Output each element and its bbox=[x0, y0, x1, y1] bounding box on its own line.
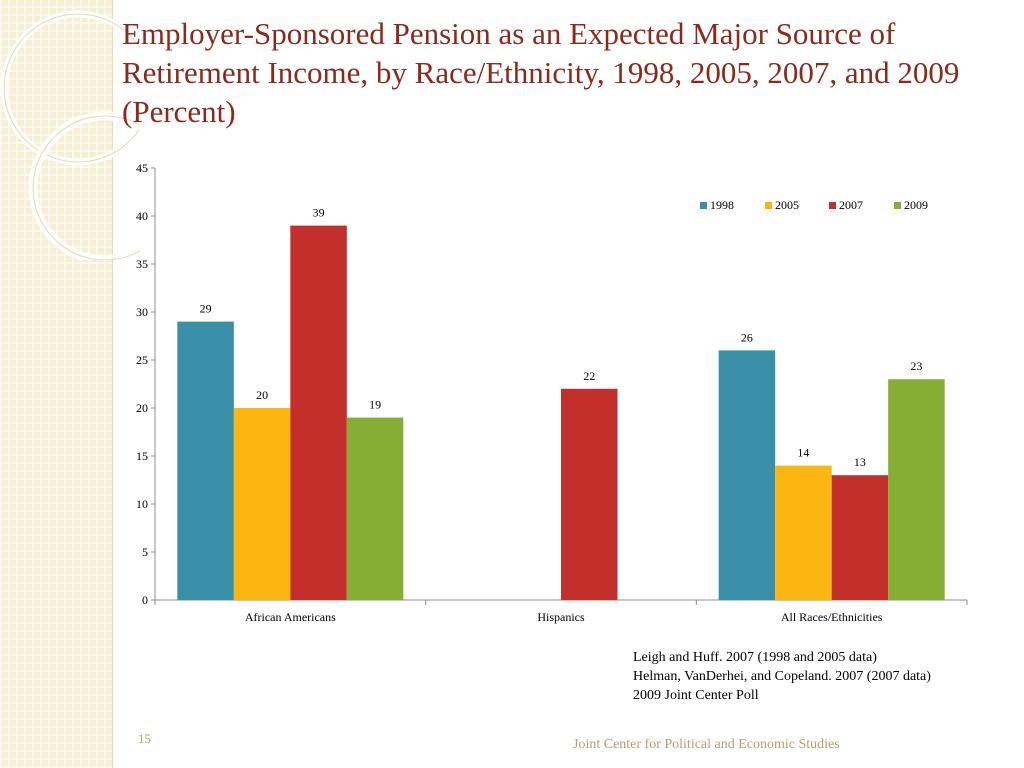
bar bbox=[718, 350, 776, 600]
legend-swatch bbox=[894, 202, 901, 209]
data-label: 29 bbox=[200, 302, 212, 316]
data-label: 23 bbox=[910, 359, 922, 373]
bar bbox=[346, 417, 404, 600]
data-labels: 29 20 39 19 22 26 14 13 23 bbox=[200, 206, 923, 470]
y-tick-label: 15 bbox=[136, 449, 148, 463]
bar bbox=[561, 388, 618, 600]
legend-label: 2007 bbox=[839, 198, 863, 212]
bar bbox=[831, 475, 889, 600]
data-label: 26 bbox=[741, 330, 753, 344]
y-tick-label: 5 bbox=[142, 545, 148, 559]
data-label: 13 bbox=[854, 455, 866, 469]
legend-swatch bbox=[765, 202, 772, 209]
y-tick-label: 35 bbox=[136, 257, 148, 271]
legend-label: 1998 bbox=[710, 198, 734, 212]
y-tick-label: 45 bbox=[136, 161, 148, 175]
y-tick-label: 40 bbox=[136, 209, 148, 223]
x-axis: African Americans Hispanics All Races/Ethn… bbox=[154, 599, 968, 624]
data-label: 39 bbox=[313, 206, 325, 220]
legend-label: 2005 bbox=[775, 198, 799, 212]
y-tick-label: 10 bbox=[136, 497, 148, 511]
legend: 1998 2005 2007 2009 bbox=[700, 198, 928, 212]
bar bbox=[775, 465, 832, 600]
bar bbox=[888, 379, 945, 600]
data-label: 20 bbox=[256, 388, 268, 402]
source-note: 2009 Joint Center Poll bbox=[633, 688, 759, 703]
y-tick-label: 30 bbox=[136, 305, 148, 319]
y-tick-label: 0 bbox=[142, 593, 148, 607]
legend-swatch bbox=[829, 202, 836, 209]
bar bbox=[290, 225, 347, 600]
bar bbox=[233, 408, 291, 600]
source-note: Leigh and Huff. 2007 (1998 and 2005 data… bbox=[633, 650, 877, 665]
x-tick-label: African Americans bbox=[245, 610, 336, 624]
source-note: Helman, VanDerhei, and Copeland. 2007 (2… bbox=[633, 669, 931, 684]
page-number: 15 bbox=[138, 731, 151, 746]
x-tick-label: All Races/Ethnicities bbox=[781, 610, 883, 624]
legend-swatch bbox=[700, 202, 707, 209]
decorative-rings bbox=[0, 10, 140, 260]
x-tick-label: Hispanics bbox=[537, 610, 585, 624]
footer-organization: Joint Center for Political and Economic … bbox=[573, 737, 840, 752]
y-axis: 0 5 10 15 20 25 30 35 40 45 bbox=[136, 161, 156, 607]
bars bbox=[177, 225, 945, 600]
y-tick-label: 20 bbox=[136, 401, 148, 415]
source-notes: Leigh and Huff. 2007 (1998 and 2005 data… bbox=[633, 648, 931, 705]
data-label: 19 bbox=[369, 398, 381, 412]
y-tick-label: 25 bbox=[136, 353, 148, 367]
data-label: 14 bbox=[797, 446, 809, 460]
bar bbox=[177, 321, 234, 600]
data-label: 22 bbox=[583, 369, 595, 383]
legend-label: 2009 bbox=[904, 198, 928, 212]
slide-title: Employer-Sponsored Pension as an Expecte… bbox=[122, 16, 960, 129]
